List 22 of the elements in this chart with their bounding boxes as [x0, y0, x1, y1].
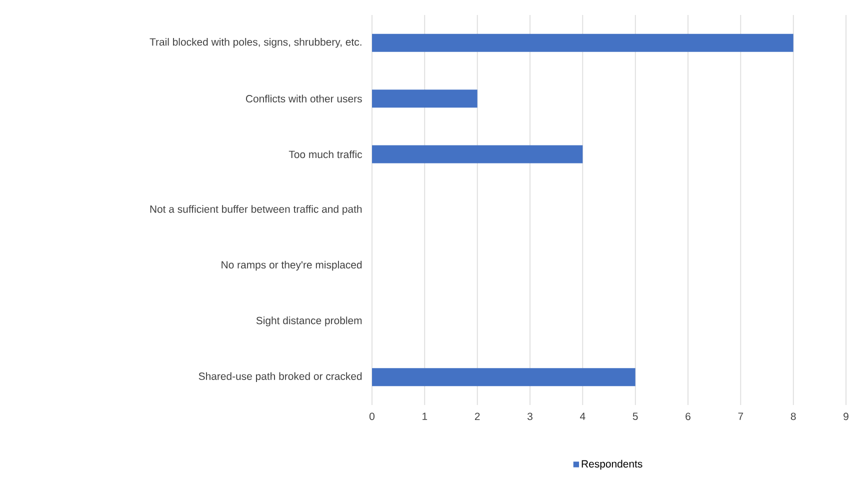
x-tick-label: 6: [686, 412, 690, 420]
x-tick-label: 9: [844, 412, 848, 420]
x-tick-label: 7: [738, 412, 744, 420]
y-tick-label: Too much traffic: [288, 150, 362, 158]
x-tick-label: 8: [790, 412, 796, 420]
bar: [372, 90, 478, 108]
x-tick-label: 1: [422, 412, 428, 420]
x-tick-label: 3: [527, 412, 532, 420]
bar: [372, 145, 583, 164]
y-tick-label: Shared-use path broked or cracked: [198, 372, 362, 382]
y-tick-label: Conflicts with other users: [246, 94, 362, 102]
y-tick-label: Sight distance problem: [256, 316, 362, 326]
x-tick-label: 4: [580, 412, 586, 420]
bar: [372, 368, 636, 386]
y-tick-label: Trail blocked with poles, signs, shrubbery, etc.: [150, 38, 362, 48]
x-tick-label: 5: [632, 412, 638, 420]
bar: [372, 34, 794, 52]
x-tick-label: 2: [474, 412, 480, 420]
legend-label: Respondents: [582, 460, 642, 470]
y-tick-label: No ramps or they're misplaced: [222, 260, 362, 271]
y-tick-label: Not a sufficient buffer between traffic and path: [150, 205, 362, 215]
x-tick-label: 0: [370, 412, 374, 420]
